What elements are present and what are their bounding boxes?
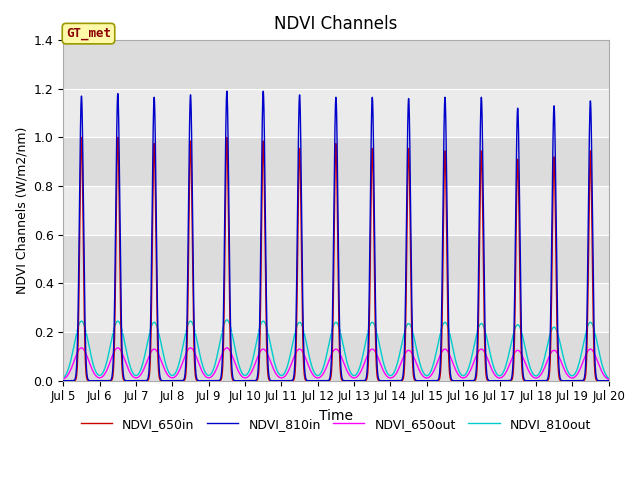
NDVI_650out [60,376,67,382]
NDVI_810in [223,88,231,94]
NDVI_650in [60,378,67,384]
NDVI_810in [244,378,252,384]
NDVI_810in [317,378,325,384]
NDVI_810in [60,378,67,384]
NDVI_650out [244,373,252,379]
NDVI_810out [575,361,583,367]
NDVI_810in [582,360,589,366]
NDVI_650out [605,376,612,382]
Y-axis label: NDVI Channels (W/m2/nm): NDVI Channels (W/m2/nm) [15,127,28,294]
Text: GT_met: GT_met [66,27,111,40]
Bar [63,235,609,283]
Legend: NDVI_650in, NDVI_810in, NDVI_650out, NDVI_810out: NDVI_650in, NDVI_810in, NDVI_650out, NDV… [76,413,596,436]
NDVI_650out [458,375,466,381]
NDVI_810in [605,378,612,384]
X-axis label: Time: Time [319,409,353,423]
NDVI_650in [582,372,589,377]
NDVI_650in [605,378,612,384]
Bar [63,40,609,89]
NDVI_810in [458,378,466,384]
NDVI_650out [114,345,122,351]
NDVI_810out [458,372,466,378]
NDVI_810out [223,317,231,323]
Bar [63,332,609,381]
Title: NDVI Channels: NDVI Channels [274,15,397,33]
NDVI_650in [77,134,85,140]
NDVI_810out [582,330,589,336]
NDVI_650out [317,373,325,379]
Line: NDVI_650out: NDVI_650out [63,348,609,379]
NDVI_810out [60,375,67,381]
NDVI_650in [474,362,481,368]
NDVI_650in [317,378,325,384]
NDVI_810out [474,329,481,335]
Bar [63,89,609,137]
NDVI_650out [474,351,481,357]
Line: NDVI_810out: NDVI_810out [63,320,609,378]
NDVI_810out [244,369,252,375]
NDVI_650in [575,378,583,384]
Line: NDVI_650in: NDVI_650in [63,137,609,381]
NDVI_810out [605,375,612,381]
Line: NDVI_810in: NDVI_810in [63,91,609,381]
NDVI_650out [582,352,589,358]
NDVI_810out [317,369,325,375]
NDVI_650in [458,378,466,384]
NDVI_810in [575,378,583,384]
NDVI_650out [575,369,583,374]
NDVI_650in [244,378,252,384]
NDVI_810in [474,341,481,347]
Bar [63,137,609,186]
Bar [63,283,609,332]
Bar [63,186,609,235]
